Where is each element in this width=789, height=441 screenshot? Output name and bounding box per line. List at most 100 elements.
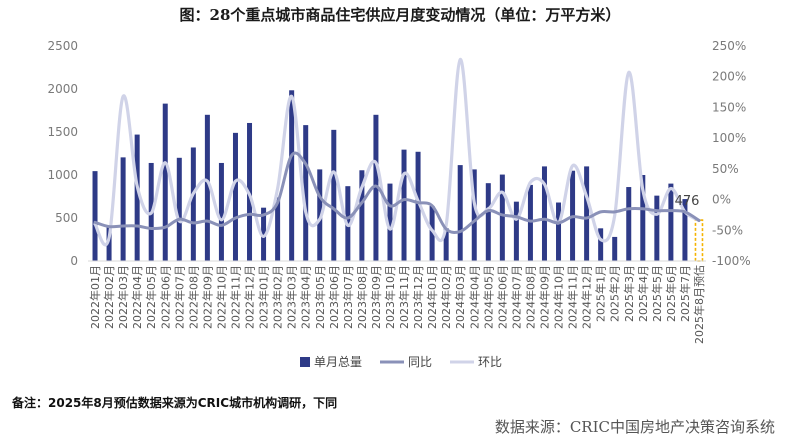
right-tick-label: 50% (712, 162, 739, 176)
x-tick-label: 2022年04月 (130, 265, 144, 329)
bar-series (92, 90, 704, 262)
right-tick-label: 150% (712, 100, 746, 114)
x-tick-label: 2022年07月 (172, 265, 186, 329)
x-tick-label: 2023年07月 (341, 265, 355, 329)
x-tick-label: 2024年03月 (453, 265, 467, 329)
x-tick-label: 2024年05月 (481, 265, 495, 329)
x-tick-label: 2022年10月 (214, 265, 228, 329)
bar (612, 236, 618, 261)
bar (626, 187, 632, 261)
bar (457, 165, 463, 261)
legend-swatch (300, 357, 310, 367)
bar (668, 183, 674, 261)
bar (401, 149, 407, 261)
x-tick-label: 2024年12月 (580, 265, 594, 329)
bar (584, 166, 590, 261)
x-tick-label: 2023年01月 (257, 265, 271, 329)
forecast-value-label: 476 (675, 194, 700, 209)
bar (176, 157, 182, 261)
line-tongbi (93, 151, 701, 234)
right-tick-label: 250% (712, 39, 746, 53)
x-tick-label: 2022年03月 (116, 265, 130, 329)
x-tick-label: 2022年12月 (243, 265, 257, 329)
bar (275, 197, 281, 261)
x-tick-label: 2022年01月 (88, 265, 102, 329)
bar (331, 129, 337, 261)
bar (541, 166, 547, 261)
left-tick-label: 2000 (47, 82, 78, 96)
x-tick-label: 2025年2月 (608, 265, 622, 322)
x-tick-label: 2025年1月 (594, 265, 608, 322)
bar (261, 207, 267, 261)
bar (317, 169, 323, 261)
x-tick-label: 2025年3月 (622, 265, 636, 322)
x-tick-label: 2023年12月 (411, 265, 425, 329)
x-tick-label: 2025年4月 (636, 265, 650, 322)
legend-label: 环比 (478, 355, 502, 369)
left-tick-label: 1000 (47, 168, 78, 182)
bar (499, 174, 505, 261)
x-tick-label: 2024年11月 (566, 265, 580, 329)
x-tick-label: 2022年08月 (186, 265, 200, 329)
right-tick-label: 200% (712, 70, 746, 84)
x-tick-label: 2023年04月 (299, 265, 313, 329)
bar (106, 226, 112, 261)
x-tick-label: 2024年09月 (537, 265, 551, 329)
x-tick-label: 2025年5月 (650, 265, 664, 322)
x-tick-label: 2022年02月 (102, 265, 116, 329)
line-huanbi (93, 57, 701, 247)
bar (443, 228, 449, 261)
x-tick-label: 2025年8月预估 (692, 265, 706, 344)
x-tick-label: 2024年01月 (425, 265, 439, 329)
x-tick-label: 2025年7月 (678, 265, 692, 322)
legend-label: 同比 (408, 355, 432, 369)
x-tick-label: 2023年11月 (397, 265, 411, 329)
bar (471, 169, 477, 261)
bar (387, 183, 393, 261)
x-tick-label: 2025年6月 (664, 265, 678, 322)
bar (415, 151, 421, 261)
data-source: 数据来源：CRIC中国房地产决策咨询系统 (494, 418, 775, 436)
bar (204, 114, 210, 261)
bar (134, 134, 140, 261)
x-tick-label: 2023年09月 (369, 265, 383, 329)
x-tick-label: 2024年10月 (552, 265, 566, 329)
bar (359, 170, 365, 261)
x-tick-label: 2023年08月 (355, 265, 369, 329)
left-axis: 0 500 1000 1500 2000 2500 (47, 39, 78, 268)
bar-forecast (694, 219, 704, 262)
bar (654, 195, 660, 261)
footnote: 备注：2025年8月预估数据来源为CRIC城市机构调研，下同 (12, 396, 338, 410)
left-tick-label: 0 (70, 254, 78, 268)
bar (162, 103, 168, 262)
bar (556, 202, 562, 261)
bar (289, 90, 295, 261)
bar (682, 199, 688, 261)
bar (120, 157, 126, 261)
x-tick-label: 2023年10月 (383, 265, 397, 329)
x-tick-label: 2022年06月 (158, 265, 172, 329)
x-tick-label: 2023年02月 (271, 265, 285, 329)
bar (429, 205, 435, 261)
legend-label: 单月总量 (314, 355, 362, 369)
right-tick-label: -50% (712, 223, 743, 237)
x-tick-label: 2023年05月 (313, 265, 327, 329)
x-tick-label: 2022年11月 (228, 265, 242, 329)
left-tick-label: 1500 (47, 125, 78, 139)
bar (218, 162, 224, 261)
bar (513, 201, 519, 261)
bar (598, 228, 604, 261)
right-tick-label: 100% (712, 131, 746, 145)
bar (485, 183, 491, 261)
x-axis: 2022年01月 2022年02月 2022年03月 2022年04月 2022年05月… (88, 260, 706, 344)
bar (232, 132, 238, 261)
right-tick-label: 0% (712, 193, 731, 207)
left-tick-label: 2500 (47, 39, 78, 53)
bar (190, 147, 196, 261)
left-tick-label: 500 (55, 211, 78, 225)
line-series (93, 57, 701, 247)
x-tick-label: 2024年08月 (523, 265, 537, 329)
legend: 单月总量 同比 环比 (300, 355, 502, 369)
chart-title: 图：28个重点城市商品住宅供应月度变动情况（单位：万平方米） (180, 6, 621, 24)
